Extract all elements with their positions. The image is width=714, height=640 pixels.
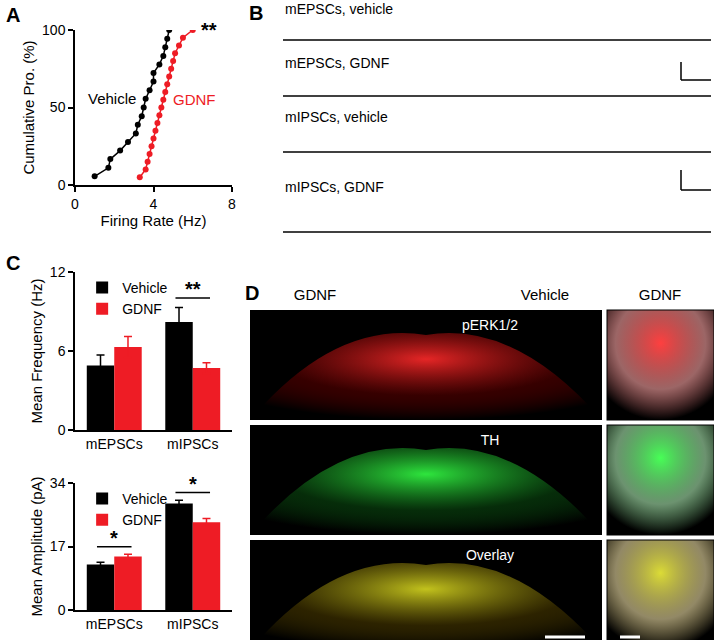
svg-text:A: A [6, 4, 20, 26]
svg-text:50: 50 [50, 99, 66, 115]
svg-text:100: 100 [42, 22, 66, 38]
svg-text:0: 0 [71, 196, 79, 212]
svg-text:Overlay: Overlay [466, 547, 514, 563]
svg-text:mEPSCs: mEPSCs [86, 616, 143, 632]
svg-text:*: * [189, 473, 197, 495]
svg-text:0: 0 [58, 177, 66, 193]
svg-text:Vehicle: Vehicle [122, 491, 167, 507]
svg-text:GDNF: GDNF [294, 286, 337, 303]
svg-text:mIPSCs, GDNF: mIPSCs, GDNF [285, 179, 384, 195]
svg-text:**: ** [201, 19, 217, 41]
svg-text:GDNF: GDNF [173, 91, 216, 108]
svg-text:GDNF: GDNF [122, 512, 162, 528]
svg-text:GDNF: GDNF [639, 286, 682, 303]
svg-text:17: 17 [50, 538, 66, 554]
svg-text:Vehicle: Vehicle [122, 280, 167, 296]
svg-text:0: 0 [58, 422, 66, 438]
svg-text:mEPSCs: mEPSCs [86, 436, 143, 452]
svg-text:4: 4 [150, 196, 158, 212]
svg-text:Mean Amplitude (pA): Mean Amplitude (pA) [28, 476, 45, 616]
svg-text:0: 0 [58, 602, 66, 618]
svg-text:D: D [245, 282, 259, 304]
svg-text:6: 6 [58, 343, 66, 359]
svg-text:TH: TH [481, 432, 500, 448]
svg-text:C: C [6, 252, 20, 274]
svg-text:GDNF: GDNF [122, 301, 162, 317]
svg-text:mEPSCs, vehicle: mEPSCs, vehicle [285, 1, 393, 17]
svg-text:*: * [110, 527, 118, 549]
svg-text:8: 8 [228, 196, 236, 212]
svg-text:mIPSCs: mIPSCs [167, 616, 218, 632]
svg-text:mIPSCs, vehicle: mIPSCs, vehicle [285, 109, 388, 125]
svg-text:**: ** [185, 278, 201, 300]
svg-text:Mean Frequency (Hz): Mean Frequency (Hz) [28, 278, 45, 423]
svg-text:34: 34 [50, 475, 66, 491]
svg-text:mEPSCs, GDNF: mEPSCs, GDNF [285, 55, 389, 71]
svg-text:Vehicle: Vehicle [521, 286, 569, 303]
svg-text:Vehicle: Vehicle [88, 90, 136, 107]
svg-text:pERK1/2: pERK1/2 [462, 317, 518, 333]
svg-text:B: B [249, 2, 263, 24]
svg-text:Cumulative Pro. (%): Cumulative Pro. (%) [20, 40, 37, 174]
svg-text:Firing Rate (Hz): Firing Rate (Hz) [101, 212, 207, 229]
svg-text:12: 12 [50, 264, 66, 280]
svg-text:mIPSCs: mIPSCs [167, 436, 218, 452]
